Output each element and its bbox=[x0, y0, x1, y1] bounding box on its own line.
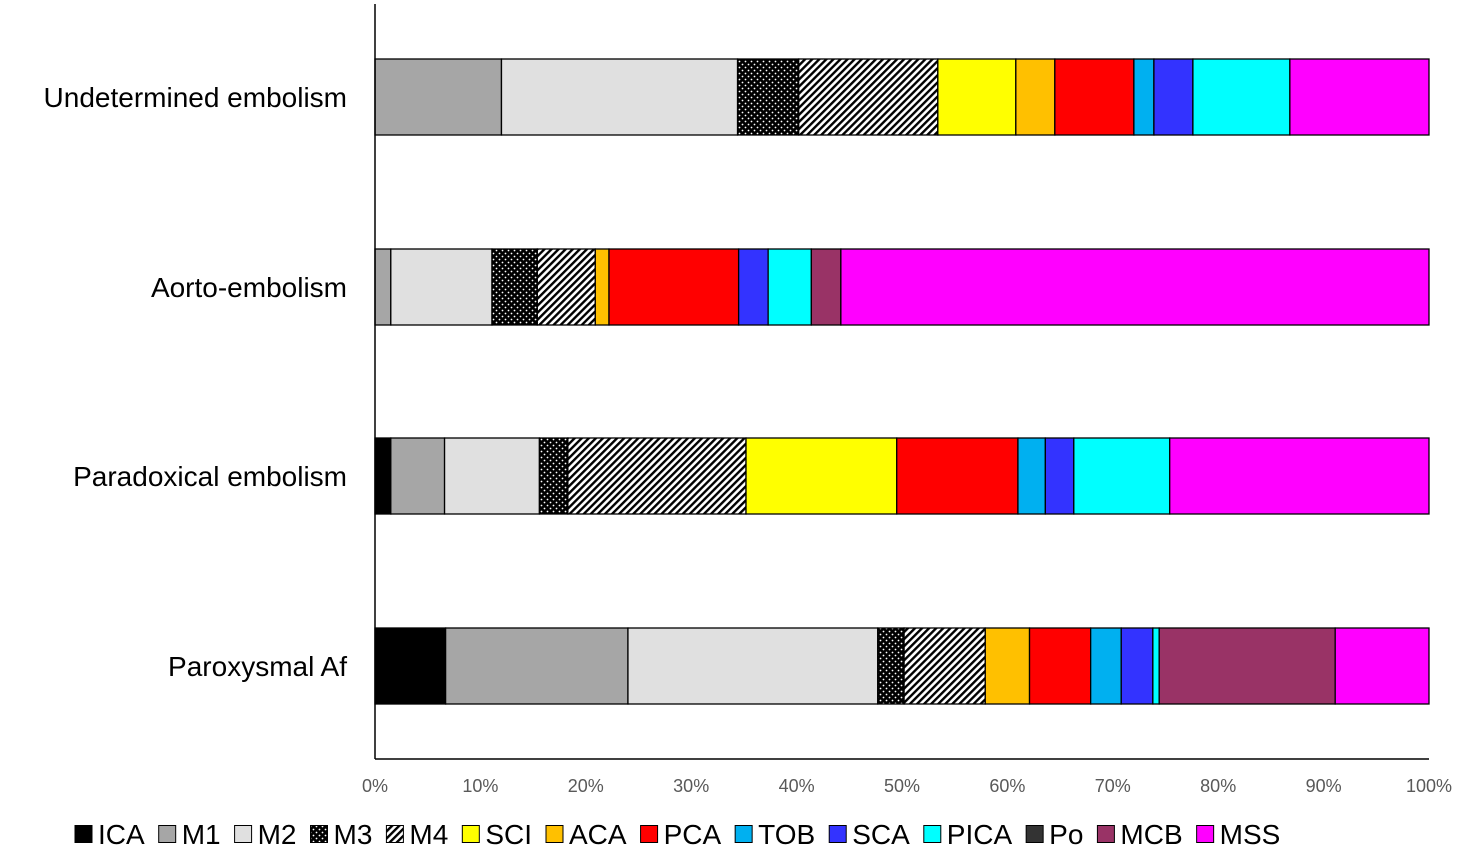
legend-swatch-pca bbox=[640, 825, 659, 843]
legend-label-pica: PICA bbox=[947, 819, 1013, 850]
x-tick-label-90: 90% bbox=[1306, 776, 1342, 796]
x-tick-label-40: 40% bbox=[779, 776, 815, 796]
legend-swatch-m2 bbox=[234, 825, 253, 843]
bar-segment-paroxysmal-af-m4 bbox=[903, 627, 986, 705]
category-labels: Undetermined embolism Aorto-embolism Parad… bbox=[44, 82, 348, 682]
bar-segment-aorto-embolism-m3 bbox=[491, 248, 538, 326]
bar-segment-paroxysmal-af-m1 bbox=[444, 627, 629, 705]
legend-swatch-m1 bbox=[158, 825, 177, 843]
legend-swatch-po bbox=[1025, 825, 1044, 843]
legend-label-m1: M1 bbox=[182, 819, 221, 850]
bar-segment-aorto-embolism-mss bbox=[840, 248, 1430, 326]
bar-segment-paroxysmal-af-m2 bbox=[627, 627, 879, 705]
bar-segment-undetermined-embolism-sci bbox=[937, 58, 1017, 136]
legend-swatch-aca bbox=[545, 825, 564, 843]
legend-label-m2: M2 bbox=[258, 819, 297, 850]
legend-swatch-tob bbox=[734, 825, 753, 843]
bar-segment-paradoxical-embolism-pica bbox=[1073, 437, 1171, 515]
bar-segment-undetermined-embolism-m3 bbox=[736, 58, 800, 136]
bar-segment-paroxysmal-af-pica bbox=[1152, 627, 1160, 705]
x-tick-label-100: 100% bbox=[1406, 776, 1452, 796]
bar-segment-aorto-embolism-m2 bbox=[390, 248, 493, 326]
x-tick-label-50: 50% bbox=[884, 776, 920, 796]
bar-segment-undetermined-embolism-m2 bbox=[500, 58, 739, 136]
bar-segment-aorto-embolism-aca bbox=[594, 248, 610, 326]
legend-swatch-ica bbox=[74, 825, 93, 843]
axes bbox=[374, 4, 1429, 760]
legend-label-ica: ICA bbox=[98, 819, 145, 850]
bar-segment-paradoxical-embolism-tob bbox=[1017, 437, 1046, 515]
bar-segment-undetermined-embolism-m4 bbox=[798, 58, 939, 136]
bar-segment-paroxysmal-af-ica bbox=[374, 627, 447, 705]
legend-swatch-mcb bbox=[1096, 825, 1115, 843]
x-tick-label-10: 10% bbox=[462, 776, 498, 796]
bar-segment-aorto-embolism-mcb bbox=[810, 248, 842, 326]
bar-segment-aorto-embolism-sca bbox=[737, 248, 769, 326]
x-tick-label-80: 80% bbox=[1200, 776, 1236, 796]
bar-segment-paroxysmal-af-m3 bbox=[877, 627, 905, 705]
bar-segment-paradoxical-embolism-mss bbox=[1169, 437, 1430, 515]
legend-swatch-sci bbox=[461, 825, 480, 843]
bar-segment-aorto-embolism-m1 bbox=[374, 248, 392, 326]
legend-label-pca: PCA bbox=[664, 819, 722, 850]
x-tick-labels: 0% 10% 20% 30% 40% 50% 60% 70% 80% 90% 100% bbox=[362, 776, 1452, 796]
bar-segment-paroxysmal-af-aca bbox=[984, 627, 1031, 705]
bar-segment-aorto-embolism-pica bbox=[767, 248, 813, 326]
bar-segment-undetermined-embolism-pca bbox=[1054, 58, 1135, 136]
legend-swatch-m4 bbox=[385, 825, 404, 843]
legend-swatch-sca bbox=[828, 825, 847, 843]
category-label-aorto-embolism: Aorto-embolism bbox=[151, 272, 347, 303]
legend-label-sca: SCA bbox=[852, 819, 910, 850]
bar-segment-paradoxical-embolism-sca bbox=[1044, 437, 1075, 515]
bar-segment-paradoxical-embolism-ica bbox=[374, 437, 392, 515]
bars bbox=[374, 58, 1430, 705]
x-tick-label-30: 30% bbox=[673, 776, 709, 796]
bar-segment-paroxysmal-af-sca bbox=[1120, 627, 1154, 705]
category-label-paradoxical-embolism: Paradoxical embolism bbox=[73, 461, 347, 492]
x-tick-label-70: 70% bbox=[1095, 776, 1131, 796]
x-tick-label-20: 20% bbox=[568, 776, 604, 796]
legend-label-tob: TOB bbox=[758, 819, 815, 850]
category-label-undetermined-embolism: Undetermined embolism bbox=[44, 82, 347, 113]
legend-label-aca: ACA bbox=[569, 819, 627, 850]
bar-segment-paradoxical-embolism-m2 bbox=[443, 437, 541, 515]
bar-segment-paroxysmal-af-pca bbox=[1028, 627, 1092, 705]
legend-label-mcb: MCB bbox=[1120, 819, 1182, 850]
bar-segment-paradoxical-embolism-m1 bbox=[390, 437, 446, 515]
bar-segment-undetermined-embolism-aca bbox=[1015, 58, 1056, 136]
bar-segment-undetermined-embolism-m1 bbox=[374, 58, 503, 136]
bar-segment-undetermined-embolism-mss bbox=[1289, 58, 1430, 136]
bar-segment-paroxysmal-af-mcb bbox=[1158, 627, 1336, 705]
bar-segment-aorto-embolism-pca bbox=[608, 248, 740, 326]
bar-segment-paradoxical-embolism-sci bbox=[745, 437, 898, 515]
bar-segment-undetermined-embolism-pica bbox=[1192, 58, 1291, 136]
x-tick-label-0: 0% bbox=[362, 776, 388, 796]
legend-label-mss: MSS bbox=[1220, 819, 1281, 850]
bar-segment-paradoxical-embolism-m4 bbox=[567, 437, 747, 515]
legend: ICA M1 M2 M3 M4 SCI ACA PCA TOB SCA PICA Po MCB MSS bbox=[74, 819, 1281, 850]
bar-segment-paroxysmal-af-mss bbox=[1334, 627, 1430, 705]
legend-swatch-mss bbox=[1196, 825, 1215, 843]
x-tick-label-60: 60% bbox=[989, 776, 1025, 796]
legend-label-m3: M3 bbox=[334, 819, 373, 850]
category-label-paroxysmal-af: Paroxysmal Af bbox=[168, 651, 347, 682]
bar-segment-aorto-embolism-m4 bbox=[536, 248, 596, 326]
legend-swatch-m3 bbox=[310, 825, 328, 843]
legend-label-m4: M4 bbox=[409, 819, 448, 850]
legend-swatch-pica bbox=[923, 825, 942, 843]
bar-segment-paroxysmal-af-tob bbox=[1090, 627, 1122, 705]
bar-segment-undetermined-embolism-sca bbox=[1153, 58, 1194, 136]
bar-segment-paradoxical-embolism-pca bbox=[896, 437, 1019, 515]
bar-segment-paradoxical-embolism-m3 bbox=[538, 437, 569, 515]
bar-segment-undetermined-embolism-tob bbox=[1133, 58, 1155, 136]
legend-label-po: Po bbox=[1049, 819, 1083, 850]
legend-label-sci: SCI bbox=[485, 819, 532, 850]
